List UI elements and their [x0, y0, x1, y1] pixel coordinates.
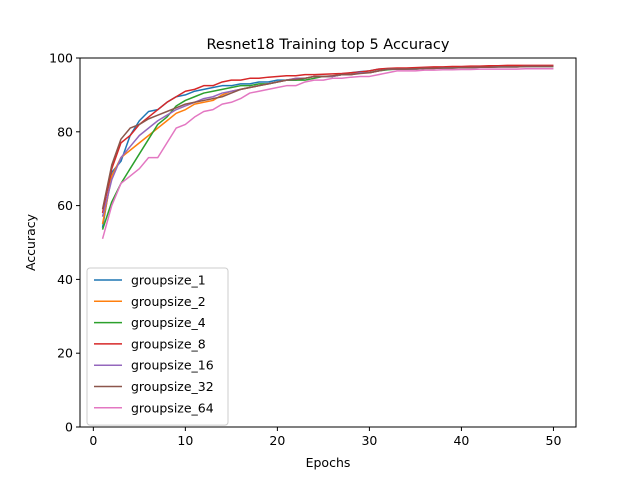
- x-tick-label: 20: [269, 433, 285, 448]
- legend-label: groupsize_16: [131, 358, 214, 373]
- plot-frame: [79, 57, 577, 428]
- y-axis-ticks: 0 20 40 60 80 100: [49, 51, 80, 435]
- series-line-groupsize-8: [101, 64, 554, 214]
- y-tick-label: 60: [57, 198, 73, 213]
- x-axis-label: Epochs: [306, 455, 351, 470]
- x-tick-label: 0: [89, 433, 97, 448]
- y-tick-label: 80: [57, 124, 73, 139]
- x-tick-label: 40: [453, 433, 469, 448]
- legend-label: groupsize_64: [131, 400, 214, 415]
- y-tick-label: 20: [57, 346, 73, 361]
- legend-label: groupsize_32: [131, 379, 214, 394]
- series-line-groupsize-64: [101, 67, 554, 240]
- x-tick-label: 30: [361, 433, 377, 448]
- series-line-groupsize-32: [101, 65, 554, 210]
- legend-box: [86, 267, 229, 426]
- chart-title: Resnet18 Training top 5 Accuracy: [207, 37, 450, 53]
- legend-label: groupsize_2: [131, 294, 206, 309]
- legend-label: groupsize_8: [131, 336, 206, 351]
- legend: groupsize_1 groupsize_2 groupsize_4groupsi…: [86, 267, 229, 426]
- x-tick-label: 10: [177, 433, 193, 448]
- series-layer: [101, 64, 554, 240]
- y-tick-label: 40: [57, 272, 73, 287]
- legend-label: groupsize_4: [131, 315, 206, 330]
- y-axis-label: Accuracy: [23, 213, 38, 271]
- y-tick-label: 100: [49, 51, 73, 66]
- y-tick-label: 0: [65, 420, 73, 435]
- legend-label: groupsize_1: [131, 273, 206, 288]
- x-axis-ticks: 0 10 20 30 40 50: [89, 427, 561, 448]
- x-tick-label: 50: [546, 433, 562, 448]
